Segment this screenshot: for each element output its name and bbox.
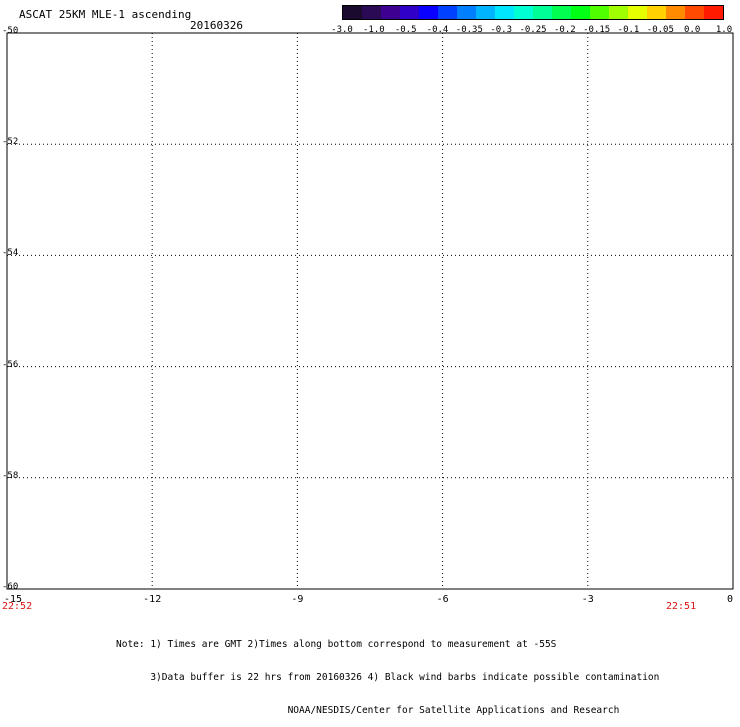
note-line-3: NOAA/NESDIS/Center for Satellite Applica… [116,705,620,716]
colorbar-tick-label: -0.3 [490,25,512,35]
colorbar-tick-label: -0.2 [553,25,576,35]
longitude-label: -15 [3,594,23,605]
latitude-label: -50 [2,26,19,36]
colorbar-segment [495,6,514,19]
longitude-label: -3 [581,594,594,605]
colorbar-segment [647,6,666,19]
colorbar-segment [609,6,628,19]
footer-notes: Note: 1) Times are GMT 2)Times along bot… [116,617,659,727]
colorbar-ticks: -3.0 -1.0 -0.5 -0.4 -0.35 -0.3 -0.25 -0.2 -0.15-… [326,25,736,37]
colorbar-segment [685,6,704,19]
colorbar-segment [590,6,609,19]
longitude-label: -9 [291,594,304,605]
map-grid [7,33,733,589]
longitude-label: -12 [143,594,162,605]
colorbar [342,5,724,20]
colorbar-tick-label: -0.5 [394,25,417,35]
longitude-label: -6 [436,594,449,605]
right-time-label: 22:51 [666,601,697,612]
latitude-label: -58 [2,470,19,481]
colorbar-tick-label: 0.0 [684,25,701,35]
latitude-label: -54 [2,248,19,259]
colorbar-tick-label: -3.0 [331,25,353,35]
colorbar-segment [552,6,571,19]
colorbar-segment [628,6,647,19]
colorbar-tick-label: -0.4 [426,25,449,35]
colorbar-segment [343,6,362,19]
colorbar-segment [704,6,723,19]
colorbar-segment [381,6,400,19]
latitude-label: -60 [2,582,19,592]
wind-map [6,32,734,590]
map-date: 20160326 [190,19,243,32]
colorbar-segment [571,6,590,19]
latitude-label: -56 [2,359,19,370]
colorbar-tick-label: -1.0 [362,25,385,35]
colorbar-segment [533,6,552,19]
colorbar-segment [400,6,419,19]
colorbar-tick-label: -0.05 [646,25,674,35]
colorbar-tick-label: 1.0 [715,25,733,35]
left-time-label: 22:52 [2,601,33,612]
longitude-label: 0 [726,594,734,605]
note-line-1: Note: 1) Times are GMT 2)Times along bot… [116,639,557,650]
colorbar-segment [514,6,533,19]
colorbar-segment [666,6,685,19]
map-title: ASCAT 25KM MLE-1 ascending [19,8,192,21]
colorbar-segment [457,6,476,19]
colorbar-tick-label: -0.35 [455,25,483,35]
colorbar-tick-label: -0.15 [583,25,611,35]
colorbar-tick-label: -0.25 [519,25,547,35]
map-frame [6,32,734,590]
latitude-label: -52 [2,137,19,148]
colorbar-tick-label: -0.1 [617,25,640,35]
colorbar-segment [419,6,438,19]
note-line-2: 3)Data buffer is 22 hrs from 20160326 4)… [116,672,660,683]
colorbar-segment [476,6,495,19]
colorbar-segment [438,6,457,19]
colorbar-segment [362,6,381,19]
